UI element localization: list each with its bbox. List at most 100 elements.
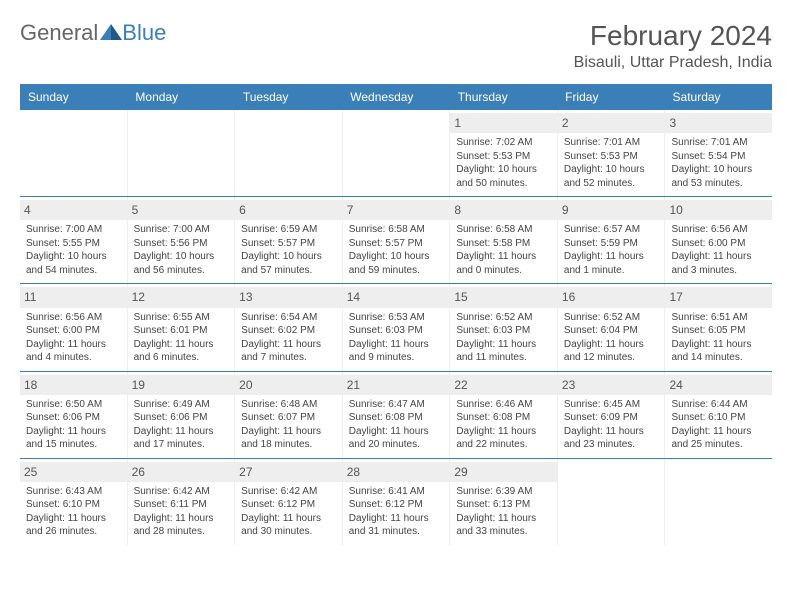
day-cell: 27Sunrise: 6:42 AMSunset: 6:12 PMDayligh… <box>234 459 342 545</box>
day-d1: Daylight: 11 hours <box>349 512 444 526</box>
day-sunset: Sunset: 6:00 PM <box>671 237 766 251</box>
day-d2: and 23 minutes. <box>564 438 659 452</box>
day-number: 29 <box>450 462 557 482</box>
day-cell: 7Sunrise: 6:58 AMSunset: 5:57 PMDaylight… <box>342 197 450 283</box>
day-d1: Daylight: 11 hours <box>26 338 121 352</box>
day-d1: Daylight: 11 hours <box>671 250 766 264</box>
day-d2: and 0 minutes. <box>456 264 551 278</box>
day-d2: and 6 minutes. <box>134 351 229 365</box>
day-d2: and 4 minutes. <box>26 351 121 365</box>
day-number: 11 <box>20 287 127 307</box>
day-sunset: Sunset: 6:04 PM <box>564 324 659 338</box>
day-d1: Daylight: 11 hours <box>564 425 659 439</box>
day-number: 24 <box>665 375 772 395</box>
day-number: 22 <box>450 375 557 395</box>
day-cell: 4Sunrise: 7:00 AMSunset: 5:55 PMDaylight… <box>20 197 127 283</box>
day-header-sunday: Sunday <box>20 84 127 110</box>
day-sunrise: Sunrise: 6:57 AM <box>564 223 659 237</box>
day-d1: Daylight: 11 hours <box>349 338 444 352</box>
day-sunset: Sunset: 5:57 PM <box>241 237 336 251</box>
day-number: 7 <box>343 200 450 220</box>
day-d2: and 15 minutes. <box>26 438 121 452</box>
day-header-monday: Monday <box>127 84 234 110</box>
day-cell: . <box>127 110 235 196</box>
day-d2: and 12 minutes. <box>564 351 659 365</box>
day-d2: and 30 minutes. <box>241 525 336 539</box>
title-block: February 2024 Bisauli, Uttar Pradesh, In… <box>574 20 772 72</box>
day-cell: 23Sunrise: 6:45 AMSunset: 6:09 PMDayligh… <box>557 372 665 458</box>
day-cell: . <box>20 110 127 196</box>
day-sunrise: Sunrise: 6:41 AM <box>349 485 444 499</box>
day-d2: and 33 minutes. <box>456 525 551 539</box>
day-d1: Daylight: 10 hours <box>671 163 766 177</box>
day-sunrise: Sunrise: 6:45 AM <box>564 398 659 412</box>
day-d1: Daylight: 11 hours <box>241 425 336 439</box>
day-cell: 3Sunrise: 7:01 AMSunset: 5:54 PMDaylight… <box>664 110 772 196</box>
day-sunset: Sunset: 6:00 PM <box>26 324 121 338</box>
day-number: 19 <box>128 375 235 395</box>
weeks-container: ....1Sunrise: 7:02 AMSunset: 5:53 PMDayl… <box>20 110 772 545</box>
day-sunset: Sunset: 6:11 PM <box>134 498 229 512</box>
location: Bisauli, Uttar Pradesh, India <box>574 54 772 72</box>
day-cell: 17Sunrise: 6:51 AMSunset: 6:05 PMDayligh… <box>664 284 772 370</box>
day-d2: and 22 minutes. <box>456 438 551 452</box>
day-cell: 21Sunrise: 6:47 AMSunset: 6:08 PMDayligh… <box>342 372 450 458</box>
day-number: 20 <box>235 375 342 395</box>
day-sunset: Sunset: 5:58 PM <box>456 237 551 251</box>
week-row: 4Sunrise: 7:00 AMSunset: 5:55 PMDaylight… <box>20 197 772 284</box>
day-cell: 18Sunrise: 6:50 AMSunset: 6:06 PMDayligh… <box>20 372 127 458</box>
day-cell: 26Sunrise: 6:42 AMSunset: 6:11 PMDayligh… <box>127 459 235 545</box>
day-sunrise: Sunrise: 6:48 AM <box>241 398 336 412</box>
day-cell: . <box>234 110 342 196</box>
day-sunrise: Sunrise: 6:54 AM <box>241 311 336 325</box>
day-sunset: Sunset: 5:53 PM <box>456 150 551 164</box>
day-sunrise: Sunrise: 6:47 AM <box>349 398 444 412</box>
day-d1: Daylight: 11 hours <box>241 338 336 352</box>
day-sunrise: Sunrise: 6:39 AM <box>456 485 551 499</box>
day-sunrise: Sunrise: 7:02 AM <box>456 136 551 150</box>
day-d2: and 54 minutes. <box>26 264 121 278</box>
day-number: 12 <box>128 287 235 307</box>
day-sunset: Sunset: 6:01 PM <box>134 324 229 338</box>
day-sunrise: Sunrise: 6:55 AM <box>134 311 229 325</box>
day-d2: and 18 minutes. <box>241 438 336 452</box>
day-cell: 20Sunrise: 6:48 AMSunset: 6:07 PMDayligh… <box>234 372 342 458</box>
day-d2: and 11 minutes. <box>456 351 551 365</box>
day-d2: and 52 minutes. <box>564 177 659 191</box>
day-sunset: Sunset: 6:09 PM <box>564 411 659 425</box>
day-d1: Daylight: 11 hours <box>134 338 229 352</box>
month-title: February 2024 <box>574 20 772 52</box>
day-d2: and 1 minute. <box>564 264 659 278</box>
day-cell: 19Sunrise: 6:49 AMSunset: 6:06 PMDayligh… <box>127 372 235 458</box>
day-sunrise: Sunrise: 7:00 AM <box>134 223 229 237</box>
logo: General Blue <box>20 20 166 46</box>
day-sunset: Sunset: 6:08 PM <box>349 411 444 425</box>
day-number: 6 <box>235 200 342 220</box>
day-sunrise: Sunrise: 6:58 AM <box>456 223 551 237</box>
day-cell: 2Sunrise: 7:01 AMSunset: 5:53 PMDaylight… <box>557 110 665 196</box>
day-sunset: Sunset: 6:12 PM <box>241 498 336 512</box>
day-sunrise: Sunrise: 6:52 AM <box>456 311 551 325</box>
day-d2: and 59 minutes. <box>349 264 444 278</box>
day-d1: Daylight: 11 hours <box>564 338 659 352</box>
day-sunset: Sunset: 6:03 PM <box>456 324 551 338</box>
day-d1: Daylight: 11 hours <box>241 512 336 526</box>
logo-text-2: Blue <box>122 20 166 46</box>
day-number: 16 <box>558 287 665 307</box>
day-d2: and 50 minutes. <box>456 177 551 191</box>
day-sunset: Sunset: 6:02 PM <box>241 324 336 338</box>
day-d1: Daylight: 11 hours <box>564 250 659 264</box>
day-number: 27 <box>235 462 342 482</box>
day-sunset: Sunset: 5:57 PM <box>349 237 444 251</box>
day-cell: 22Sunrise: 6:46 AMSunset: 6:08 PMDayligh… <box>449 372 557 458</box>
day-cell: . <box>342 110 450 196</box>
day-sunset: Sunset: 5:53 PM <box>564 150 659 164</box>
day-d1: Daylight: 11 hours <box>26 425 121 439</box>
day-cell: 25Sunrise: 6:43 AMSunset: 6:10 PMDayligh… <box>20 459 127 545</box>
day-number: 3 <box>665 113 772 133</box>
logo-text-1: General <box>20 20 98 46</box>
day-header-row: Sunday Monday Tuesday Wednesday Thursday… <box>20 84 772 110</box>
day-d2: and 57 minutes. <box>241 264 336 278</box>
day-d2: and 7 minutes. <box>241 351 336 365</box>
day-d1: Daylight: 11 hours <box>456 250 551 264</box>
